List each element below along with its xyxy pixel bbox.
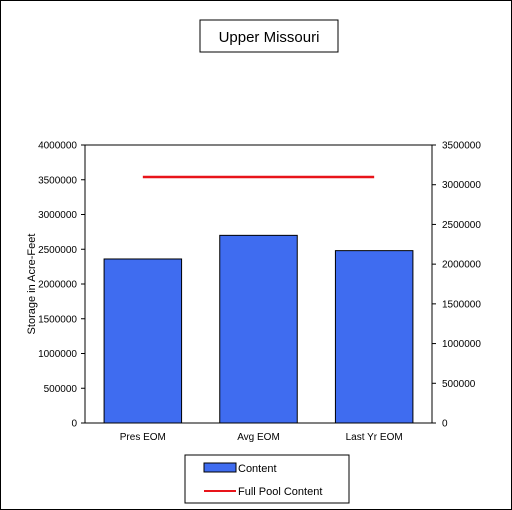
left-tick-label: 1500000 bbox=[38, 314, 77, 325]
right-tick-label: 1500000 bbox=[442, 299, 481, 310]
x-tick-label: Pres EOM bbox=[120, 432, 166, 443]
left-tick-label: 500000 bbox=[44, 384, 78, 395]
right-tick-label: 0 bbox=[442, 419, 448, 430]
legend: Content Full Pool Content bbox=[184, 454, 350, 504]
right-axis: 0 500000 1000000 1500000 2000000 2500000 30000… bbox=[432, 141, 481, 430]
right-tick-label: 500000 bbox=[442, 379, 476, 390]
bars bbox=[103, 234, 414, 424]
left-tick-label: 3000000 bbox=[38, 210, 77, 221]
right-tick-label: 3000000 bbox=[442, 180, 481, 191]
right-tick-label: 2000000 bbox=[442, 260, 481, 271]
right-tick-label: 2500000 bbox=[442, 220, 481, 231]
left-tick-label: 1000000 bbox=[38, 349, 77, 360]
legend-content-label: Content bbox=[238, 463, 277, 475]
legend-full-pool-label: Full Pool Content bbox=[238, 486, 322, 498]
y-axis-title: Storage in Acre-Feet bbox=[26, 234, 38, 335]
bar bbox=[334, 250, 414, 424]
title-frame bbox=[199, 19, 339, 53]
right-tick-label: 3500000 bbox=[442, 141, 481, 152]
right-tick-label: 1000000 bbox=[442, 339, 481, 350]
left-tick-label: 4000000 bbox=[38, 141, 77, 152]
left-axis: 0 500000 1000000 1500000 2000000 2500000 30000… bbox=[38, 141, 85, 430]
title-box: Upper Missouri bbox=[199, 19, 339, 53]
legend-content-swatch bbox=[203, 462, 237, 473]
left-tick-label: 2000000 bbox=[38, 280, 77, 291]
x-axis-labels: Pres EOM Avg EOM Last Yr EOM bbox=[120, 432, 403, 443]
x-tick-label: Last Yr EOM bbox=[346, 432, 403, 443]
bar bbox=[219, 234, 298, 424]
left-tick-label: 3500000 bbox=[38, 175, 77, 186]
left-tick-label: 0 bbox=[71, 419, 77, 430]
bar bbox=[103, 258, 183, 424]
x-tick-label: Avg EOM bbox=[237, 432, 280, 443]
left-tick-label: 2500000 bbox=[38, 245, 77, 256]
chart-title: Upper Missouri bbox=[219, 29, 320, 46]
